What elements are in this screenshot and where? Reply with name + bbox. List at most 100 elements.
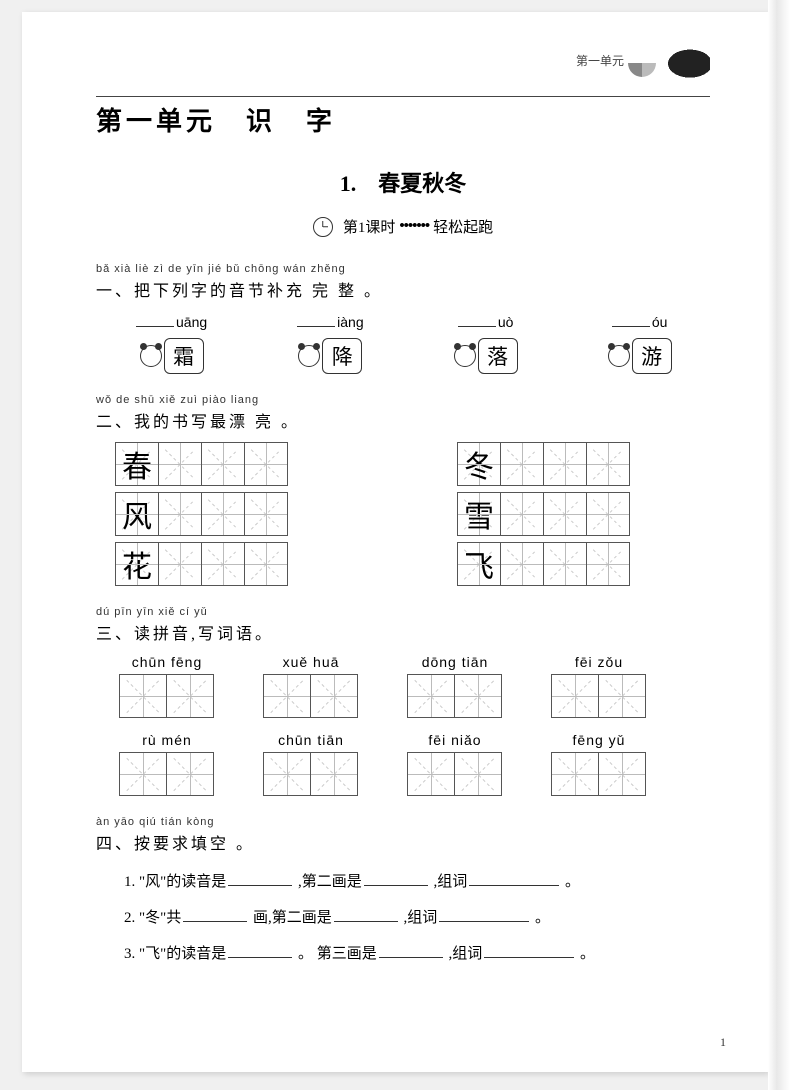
fill-blank[interactable]: [612, 311, 650, 327]
fill-blank[interactable]: [183, 908, 247, 922]
fill-blank[interactable]: [136, 311, 174, 327]
tianzige-cell[interactable]: [586, 542, 630, 586]
pinyin-item: uò落: [454, 311, 518, 374]
practice-row: 冬: [458, 442, 630, 486]
class-period-tag: 轻松起跑: [433, 216, 493, 237]
section-title: 一、把下列字的音节补充 完 整 。: [96, 277, 710, 301]
panda-icon: [608, 345, 630, 367]
word-boxes: [552, 752, 646, 796]
tianzige-cell[interactable]: [454, 674, 502, 718]
dots-icon: •••••••: [399, 218, 429, 235]
tianzige-cell[interactable]: [158, 492, 202, 536]
section-pinyin: wǒ de shū xiě zuì piào liang: [96, 394, 710, 406]
tianzige-cell[interactable]: [586, 442, 630, 486]
tianzige-cell[interactable]: [500, 492, 544, 536]
clock-icon: [313, 217, 333, 237]
tianzige-cell[interactable]: 雪: [457, 492, 501, 536]
tianzige-cell[interactable]: [244, 442, 288, 486]
section-3: dú pīn yīn xiě cí yǔ 三、读拼音,写词语。 chūn fēn…: [96, 606, 710, 796]
section-1: bǎ xià liè zì de yīn jié bǔ chōng wán zh…: [96, 263, 710, 374]
book-page-stack: [768, 0, 790, 1090]
tianzige-cell[interactable]: [543, 442, 587, 486]
tianzige-cell[interactable]: [119, 752, 167, 796]
example-character: 春: [116, 443, 158, 485]
tianzige-cell[interactable]: [407, 752, 455, 796]
rainbow-icon: [628, 49, 656, 77]
page-number: 1: [720, 1035, 726, 1050]
tianzige-cell[interactable]: [166, 674, 214, 718]
fill-blank[interactable]: [458, 311, 496, 327]
example-character: 冬: [458, 443, 500, 485]
word-boxes: [408, 752, 502, 796]
tianzige-cell[interactable]: [543, 542, 587, 586]
fill-blank[interactable]: [484, 944, 574, 958]
practice-row: 风: [116, 492, 288, 536]
fill-blank[interactable]: [334, 908, 398, 922]
word-pinyin: xuě huā: [283, 654, 340, 670]
tianzige-cell[interactable]: [201, 442, 245, 486]
tianzige-cell[interactable]: [263, 752, 311, 796]
word-boxes: [552, 674, 646, 718]
tianzige-cell[interactable]: [310, 752, 358, 796]
header-unit-label: 第一单元: [576, 52, 624, 69]
question-3: 3. "飞"的读音是 。 第三画是 ,组词 。: [124, 936, 710, 972]
tianzige-cell[interactable]: [586, 492, 630, 536]
tianzige-cell[interactable]: [310, 674, 358, 718]
word-item: fēng yǔ: [552, 732, 646, 796]
tianzige-cell[interactable]: [244, 542, 288, 586]
tianzige-cell[interactable]: [244, 492, 288, 536]
practice-row: 花: [116, 542, 288, 586]
tianzige-cell[interactable]: [407, 674, 455, 718]
tianzige-cell[interactable]: [551, 752, 599, 796]
example-character: 雪: [458, 493, 500, 535]
fill-blank[interactable]: [469, 872, 559, 886]
word-boxes: [264, 674, 358, 718]
tianzige-cell[interactable]: 飞: [457, 542, 501, 586]
fill-blank[interactable]: [439, 908, 529, 922]
section-4: àn yāo qiú tián kòng 四、按要求填空 。 1. "风"的读音…: [96, 816, 710, 972]
tianzige-cell[interactable]: [119, 674, 167, 718]
section-title: 三、读拼音,写词语。: [96, 620, 710, 644]
tianzige-cell[interactable]: [454, 752, 502, 796]
example-character: 飞: [458, 543, 500, 585]
practice-row: 雪: [458, 492, 630, 536]
page-header: 第一单元: [96, 42, 710, 78]
pinyin-suffix: iàng: [337, 314, 363, 330]
tianzige-cell[interactable]: [158, 442, 202, 486]
word-pinyin: chūn fēng: [132, 654, 203, 670]
tianzige-cell[interactable]: [543, 492, 587, 536]
fill-blank[interactable]: [228, 944, 292, 958]
tianzige-cell[interactable]: [201, 542, 245, 586]
character-box: 游: [632, 338, 672, 374]
word-pinyin: chūn tiān: [278, 732, 344, 748]
fill-blank[interactable]: [379, 944, 443, 958]
fill-blank[interactable]: [297, 311, 335, 327]
tianzige-cell[interactable]: [201, 492, 245, 536]
tianzige-cell[interactable]: 春: [115, 442, 159, 486]
word-item: fēi zǒu: [552, 654, 646, 718]
tianzige-cell[interactable]: [500, 442, 544, 486]
lesson-title: 1. 春夏秋冬: [96, 166, 710, 198]
fill-blank[interactable]: [228, 872, 292, 886]
tianzige-cell[interactable]: [500, 542, 544, 586]
tianzige-cell[interactable]: [263, 674, 311, 718]
question-1: 1. "风"的读音是 ,第二画是 ,组词 。: [124, 864, 710, 900]
tianzige-cell[interactable]: 冬: [457, 442, 501, 486]
pinyin-item: iàng降: [297, 311, 363, 374]
tianzige-cell[interactable]: [158, 542, 202, 586]
tianzige-cell[interactable]: 花: [115, 542, 159, 586]
word-boxes: [120, 674, 214, 718]
tianzige-cell[interactable]: [551, 674, 599, 718]
tianzige-cell[interactable]: [598, 752, 646, 796]
tianzige-cell[interactable]: [166, 752, 214, 796]
header-divider: [96, 96, 710, 97]
fill-blank[interactable]: [364, 872, 428, 886]
section-title: 二、我的书写最漂 亮 。: [96, 408, 710, 432]
tianzige-cell[interactable]: 风: [115, 492, 159, 536]
word-item: dōng tiān: [408, 654, 502, 718]
word-boxes: [264, 752, 358, 796]
word-pinyin: rù mén: [142, 732, 192, 748]
pinyin-suffix: óu: [652, 314, 668, 330]
practice-row: 春: [116, 442, 288, 486]
tianzige-cell[interactable]: [598, 674, 646, 718]
